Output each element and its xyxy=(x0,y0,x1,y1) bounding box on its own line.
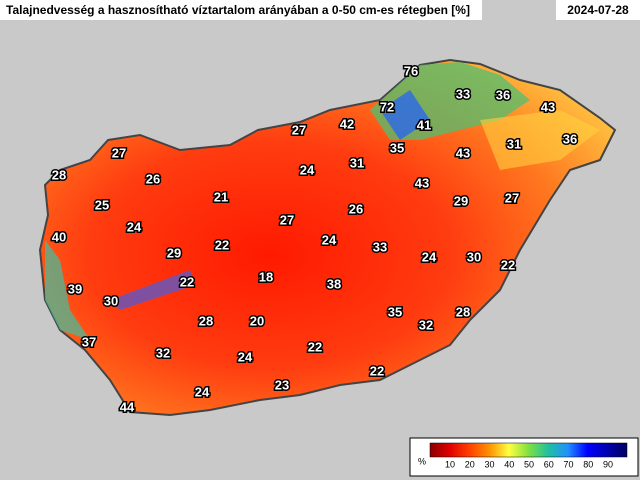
station-value: 36 xyxy=(496,87,510,102)
station-value: 22 xyxy=(501,257,515,272)
date: 2024-07-28 xyxy=(567,3,629,17)
station-value: 32 xyxy=(156,345,170,360)
legend-tick-label: 30 xyxy=(484,459,494,469)
station-value: 22 xyxy=(215,237,229,252)
station-value: 28 xyxy=(199,313,213,328)
wet-area xyxy=(380,90,430,140)
title-box xyxy=(0,0,482,20)
station-value: 41 xyxy=(417,117,431,132)
legend-tick-label: 90 xyxy=(603,459,613,469)
station-value: 30 xyxy=(467,249,481,264)
station-value: 36 xyxy=(563,131,577,146)
wet-area xyxy=(45,240,90,340)
station-value: 44 xyxy=(120,399,135,414)
station-value: 29 xyxy=(167,245,181,260)
station-value: 35 xyxy=(390,140,404,155)
station-value: 31 xyxy=(507,136,521,151)
station-value: 38 xyxy=(327,276,341,291)
legend-tick-label: 50 xyxy=(524,459,534,469)
station-value: 40 xyxy=(52,229,66,244)
colorbar xyxy=(429,442,628,458)
station-value: 27 xyxy=(280,212,294,227)
station-value: 32 xyxy=(419,317,433,332)
station-value: 43 xyxy=(456,145,470,160)
station-value: 37 xyxy=(82,334,96,349)
lake xyxy=(110,270,195,310)
station-value: 28 xyxy=(52,167,66,182)
station-value: 31 xyxy=(350,155,364,170)
station-value: 43 xyxy=(541,99,555,114)
legend-tick-label: 20 xyxy=(465,459,475,469)
station-value: 26 xyxy=(349,201,363,216)
station-value: 76 xyxy=(404,63,418,78)
station-value: 27 xyxy=(505,190,519,205)
station-value: 30 xyxy=(104,293,118,308)
legend-tick-label: 40 xyxy=(504,459,514,469)
stations: 76 33 36 43 72 42 41 27 35 36 31 43 27 26 31 24 28 21 43 25… xyxy=(50,62,578,416)
station-value: 33 xyxy=(373,239,387,254)
station-value: 39 xyxy=(68,281,82,296)
station-value: 22 xyxy=(370,363,384,378)
station-value: 24 xyxy=(127,219,142,234)
station-value: 22 xyxy=(180,274,194,289)
legend-unit: % xyxy=(418,456,426,466)
station-value: 43 xyxy=(415,175,429,190)
station-value: 42 xyxy=(340,116,354,131)
station-value: 25 xyxy=(95,197,109,212)
station-value: 26 xyxy=(146,171,160,186)
station-value: 27 xyxy=(292,122,306,137)
station-value: 24 xyxy=(300,162,315,177)
station-value: 29 xyxy=(454,193,468,208)
legend-tick-label: 80 xyxy=(583,459,593,469)
station-value: 24 xyxy=(238,349,253,364)
station-value: 20 xyxy=(250,313,264,328)
moist-area xyxy=(480,110,600,170)
title: Talajnedvesség a hasznosítható víztartal… xyxy=(6,3,470,17)
station-value: 24 xyxy=(422,249,437,264)
station-value: 24 xyxy=(195,384,210,399)
station-value: 35 xyxy=(388,304,402,319)
station-value: 24 xyxy=(322,232,337,247)
date-box xyxy=(556,0,640,20)
station-value: 23 xyxy=(275,377,289,392)
legend-ticks: 10 20 30 40 50 60 70 80 90 xyxy=(445,459,613,469)
station-value: 21 xyxy=(214,189,228,204)
legend-tick-label: 70 xyxy=(563,459,573,469)
station-value: 27 xyxy=(112,145,126,160)
legend-tick-label: 10 xyxy=(445,459,455,469)
station-value: 72 xyxy=(380,99,394,114)
station-value: 22 xyxy=(308,339,322,354)
station-value: 33 xyxy=(456,86,470,101)
legend-tick-label: 60 xyxy=(544,459,554,469)
station-value: 28 xyxy=(456,304,470,319)
station-value: 18 xyxy=(259,269,273,284)
